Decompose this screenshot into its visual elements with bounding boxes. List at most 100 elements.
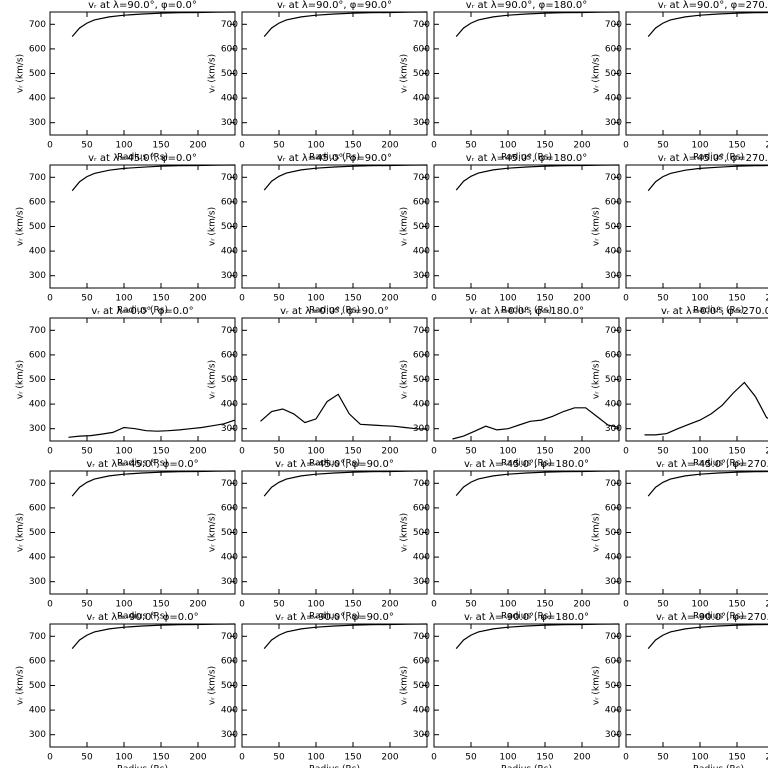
x-tick-label: 150	[728, 753, 745, 763]
y-tick-label: 300	[605, 577, 622, 587]
y-axis-label: vᵣ (km/s)	[400, 54, 410, 93]
panel-title: vᵣ at λ=90.0°, φ=270.0°	[658, 0, 768, 11]
x-tick-label: 0	[431, 600, 437, 610]
x-axis-label: Radius (Rs)	[501, 459, 552, 469]
y-tick-label: 300	[29, 577, 46, 587]
y-tick-label: 400	[29, 94, 46, 104]
y-tick-label: 700	[221, 632, 238, 642]
data-line	[260, 393, 428, 430]
x-tick-label: 200	[381, 753, 398, 763]
x-tick-label: 200	[381, 600, 398, 610]
y-tick-label: 300	[605, 424, 622, 434]
x-axis-label: Radius (Rs)	[117, 306, 168, 316]
x-axis-label: Radius (Rs)	[309, 306, 360, 316]
y-axis-label: vᵣ (km/s)	[16, 666, 26, 705]
y-tick-label: 700	[413, 326, 430, 336]
y-tick-label: 600	[221, 44, 238, 54]
y-axis-label: vᵣ (km/s)	[592, 513, 602, 552]
y-tick-label: 500	[29, 528, 46, 538]
x-tick-label: 0	[623, 600, 629, 610]
panel-title: vᵣ at λ=45.0°, φ=180.0°	[466, 153, 587, 164]
panel-title: vᵣ at λ=-90.0°, φ=0.0°	[86, 612, 198, 623]
y-tick-label: 300	[29, 424, 46, 434]
y-tick-label: 500	[413, 528, 430, 538]
y-tick-label: 400	[413, 706, 430, 716]
x-axis-label: Radius (Rs)	[117, 153, 168, 163]
plot-frame	[625, 317, 768, 442]
y-tick-label: 300	[605, 730, 622, 740]
x-tick-label: 100	[307, 753, 324, 763]
data-line	[455, 623, 620, 649]
y-axis-label: vᵣ (km/s)	[16, 207, 26, 246]
y-tick-label: 400	[221, 94, 238, 104]
data-line	[263, 623, 428, 649]
x-tick-label: 200	[381, 141, 398, 151]
data-line	[455, 164, 620, 191]
y-tick-label: 500	[413, 69, 430, 79]
y-tick-label: 400	[221, 247, 238, 257]
x-tick-label: 200	[573, 294, 590, 304]
x-tick-label: 0	[431, 294, 437, 304]
x-tick-label: 50	[465, 294, 477, 304]
x-tick-label: 0	[623, 753, 629, 763]
x-tick-label: 150	[728, 447, 745, 457]
y-tick-label: 500	[29, 222, 46, 232]
x-tick-label: 50	[273, 141, 285, 151]
x-tick-label: 100	[499, 600, 516, 610]
data-line	[263, 164, 428, 191]
y-axis-label: vᵣ (km/s)	[592, 360, 602, 399]
x-tick-label: 150	[728, 294, 745, 304]
panel-title: vᵣ at λ=-45.0°, φ=180.0°	[464, 459, 589, 470]
y-tick-label: 300	[413, 577, 430, 587]
x-tick-label: 150	[344, 753, 361, 763]
panel-title: vᵣ at λ=0.0°, φ=270.0°	[661, 306, 768, 317]
x-tick-label: 150	[536, 600, 553, 610]
x-tick-label: 150	[536, 294, 553, 304]
y-tick-label: 700	[605, 173, 622, 183]
x-tick-label: 200	[189, 600, 206, 610]
y-tick-label: 400	[413, 94, 430, 104]
y-axis-label: vᵣ (km/s)	[208, 54, 218, 93]
y-tick-label: 500	[413, 375, 430, 385]
y-tick-label: 300	[413, 424, 430, 434]
y-tick-label: 700	[221, 20, 238, 30]
x-tick-label: 200	[573, 600, 590, 610]
x-tick-label: 150	[344, 600, 361, 610]
y-axis-label: vᵣ (km/s)	[16, 513, 26, 552]
data-line	[71, 623, 236, 649]
y-tick-label: 700	[413, 20, 430, 30]
x-tick-label: 150	[344, 294, 361, 304]
data-line	[68, 419, 236, 438]
data-line	[263, 470, 428, 497]
y-tick-label: 700	[605, 20, 622, 30]
x-tick-label: 50	[465, 447, 477, 457]
y-tick-label: 300	[221, 577, 238, 587]
plot-frame	[625, 164, 768, 289]
y-tick-label: 400	[605, 400, 622, 410]
x-tick-label: 100	[115, 753, 132, 763]
x-tick-label: 50	[81, 753, 93, 763]
x-tick-label: 0	[239, 600, 245, 610]
y-tick-label: 300	[221, 271, 238, 281]
x-tick-label: 100	[499, 141, 516, 151]
y-tick-label: 400	[29, 706, 46, 716]
y-tick-label: 400	[413, 553, 430, 563]
x-tick-label: 200	[381, 294, 398, 304]
y-tick-label: 700	[29, 20, 46, 30]
x-tick-label: 150	[536, 753, 553, 763]
x-tick-label: 150	[344, 447, 361, 457]
y-tick-label: 400	[29, 247, 46, 257]
panel-title: vᵣ at λ=45.0°, φ=90.0°	[277, 153, 392, 164]
x-axis-label: Radius (Rs)	[117, 459, 168, 469]
y-tick-label: 700	[221, 173, 238, 183]
y-tick-label: 700	[605, 326, 622, 336]
y-tick-label: 300	[605, 271, 622, 281]
data-line	[647, 164, 768, 192]
x-tick-label: 200	[189, 447, 206, 457]
x-tick-label: 0	[47, 141, 53, 151]
y-tick-label: 600	[221, 350, 238, 360]
x-tick-label: 50	[273, 447, 285, 457]
x-tick-label: 0	[47, 447, 53, 457]
y-tick-label: 500	[605, 375, 622, 385]
y-tick-label: 600	[413, 656, 430, 666]
